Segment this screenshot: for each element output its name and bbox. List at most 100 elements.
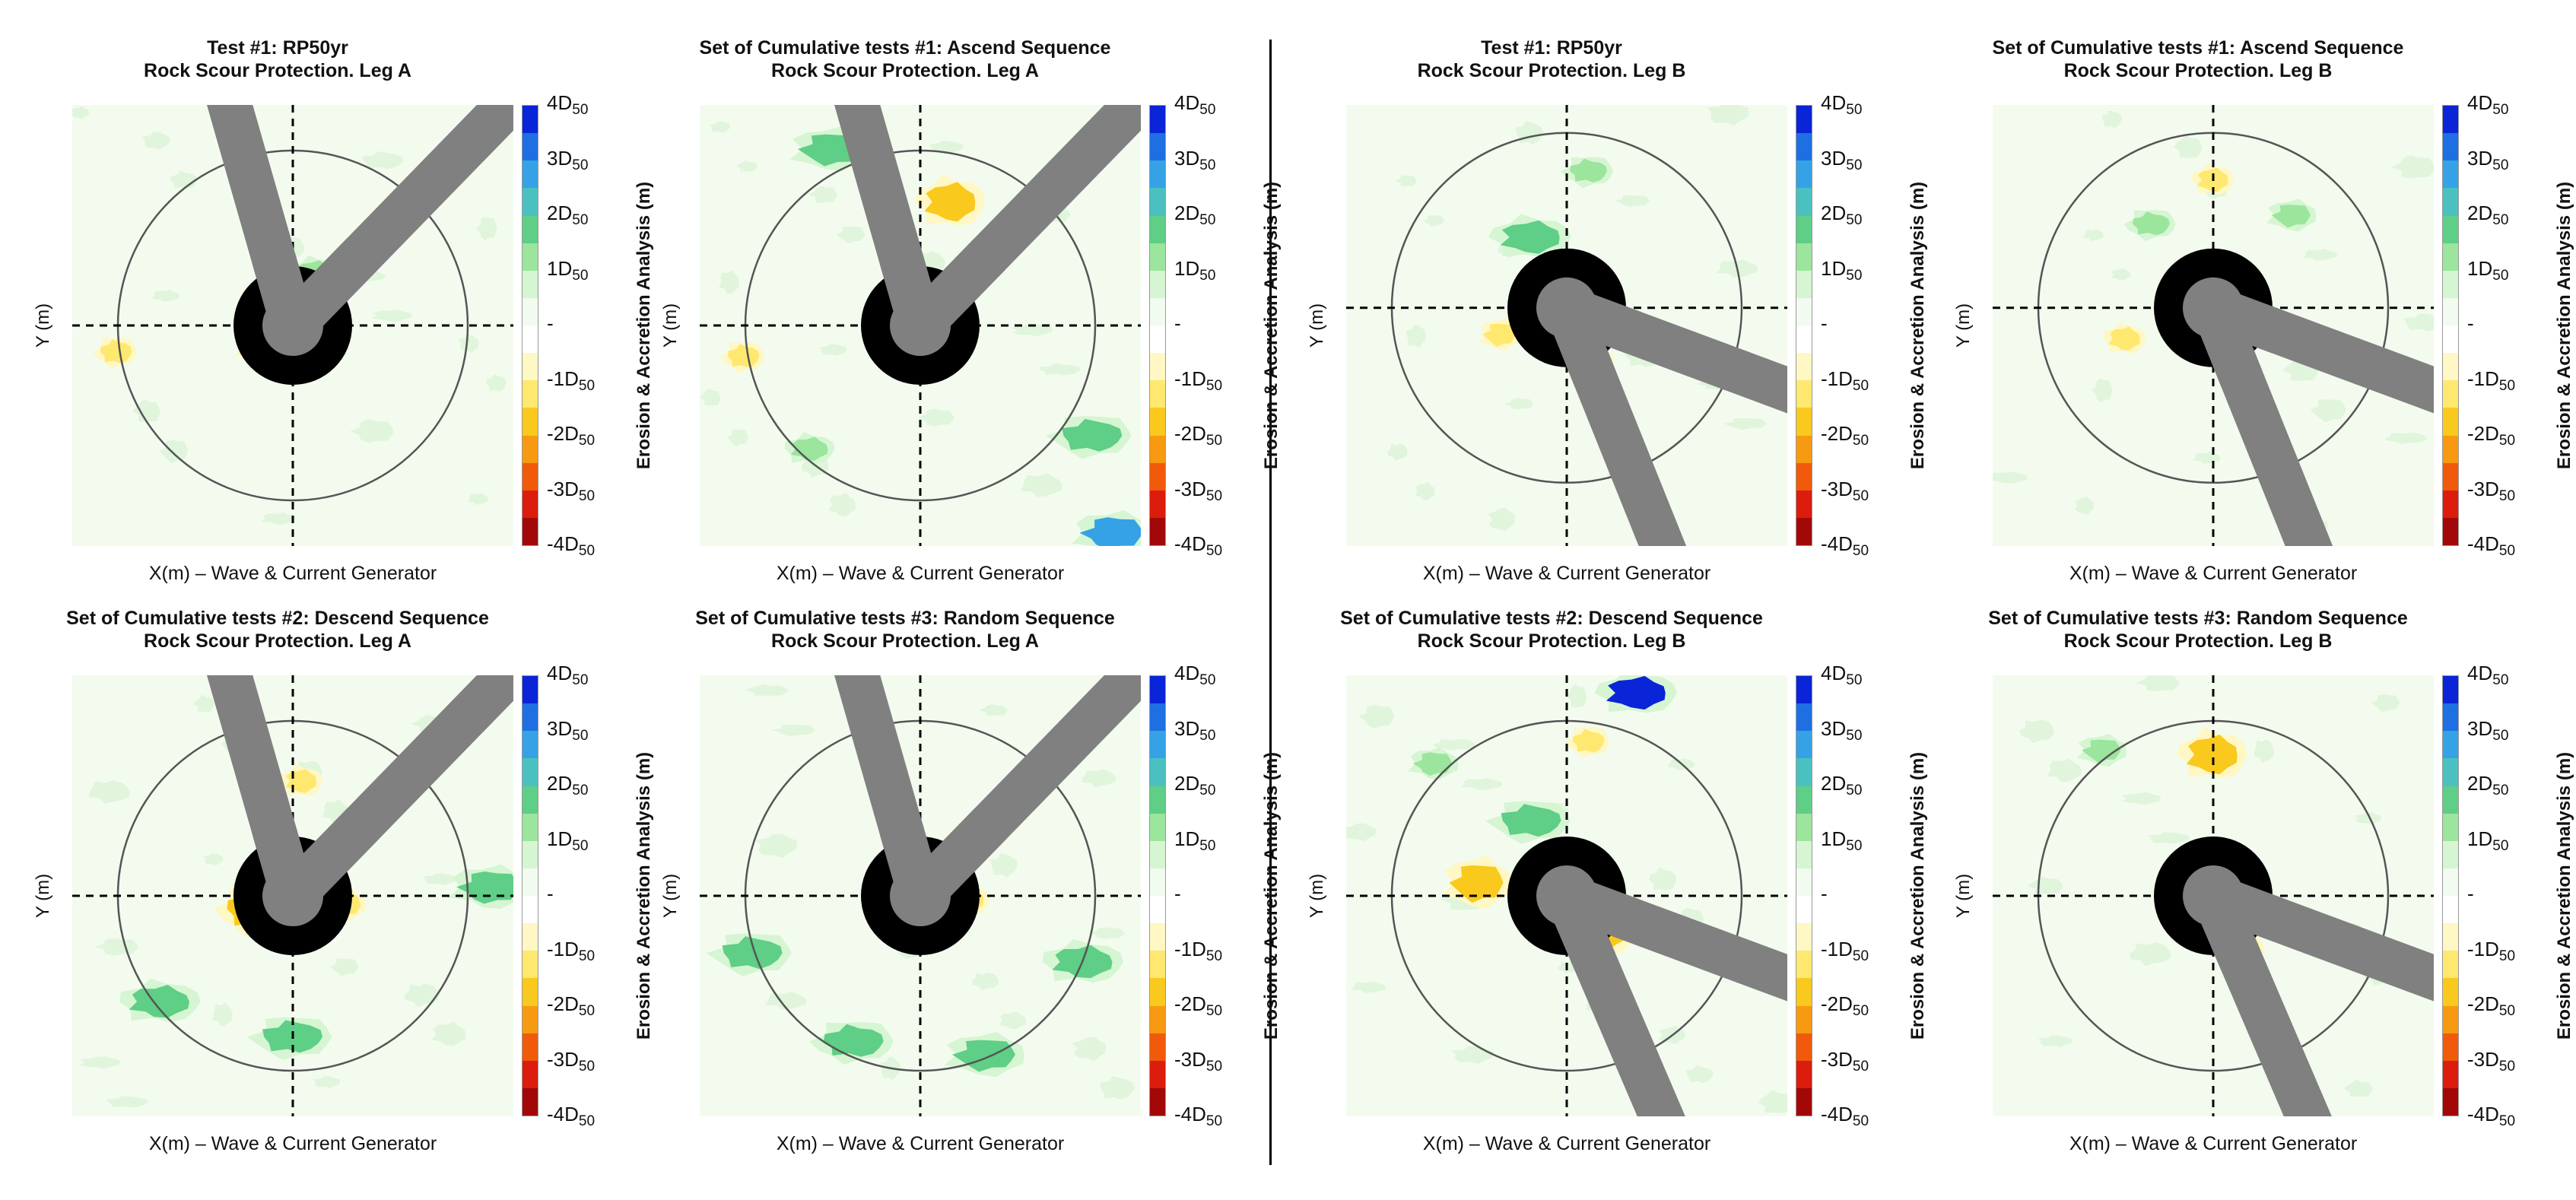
colorbar-segment (1796, 215, 1812, 243)
panel-title: Set of Cumulative tests #3: Random Seque… (1932, 607, 2464, 652)
panel-title-line1: Set of Cumulative tests #3: Random Seque… (695, 608, 1115, 629)
panel-leg-a-test1: Test #1: RP50yr Rock Scour Protection. Le… (11, 37, 654, 630)
colorbar-segment (1150, 703, 1165, 732)
background-speckle (475, 217, 497, 241)
plot-area (700, 105, 1141, 546)
colorbar-segment (523, 923, 538, 951)
background-speckle (2027, 876, 2063, 894)
colorbar-segment (2443, 703, 2458, 732)
background-speckle (459, 335, 479, 354)
colorbar-segment (1150, 978, 1165, 1006)
colorbar-segment (1150, 676, 1165, 704)
colorbar-segment (1150, 106, 1165, 134)
contour-map (72, 105, 513, 546)
colorbar-segment (1796, 1060, 1812, 1088)
colorbar-tick-label: 4D50 (1821, 91, 1863, 118)
x-axis-label: X(m) – Wave & Current Generator (2069, 1133, 2358, 1154)
colorbar-segment (1796, 1087, 1812, 1116)
accretion-patch (2082, 739, 2121, 763)
background-speckle (2391, 154, 2434, 179)
colorbar-tick-label: 2D50 (2467, 772, 2509, 798)
colorbar-tick-label: -3D50 (1174, 1047, 1223, 1075)
background-speckle (1423, 215, 1444, 227)
colorbar-segment (523, 353, 538, 381)
colorbar-segment (1796, 243, 1812, 271)
background-speckle (1757, 1090, 1787, 1113)
colorbar-segment (1796, 813, 1812, 841)
colorbar-segment (1150, 951, 1165, 979)
background-speckle (1039, 363, 1081, 376)
plot-area (72, 105, 513, 546)
background-speckle (1011, 324, 1053, 337)
colorbar-segment (523, 951, 538, 979)
contour-map (1346, 675, 1787, 1116)
background-speckle (1346, 823, 1377, 842)
background-speckle (468, 493, 488, 505)
background-speckle (203, 853, 224, 866)
background-speckle (1565, 684, 1587, 708)
colorbar-segment (1796, 490, 1812, 518)
colorbar-segment (1150, 758, 1165, 786)
background-speckle (1020, 473, 1062, 497)
colorbar-segment (1796, 188, 1812, 216)
background-speckle (1351, 981, 1386, 993)
background-speckle (78, 1056, 120, 1069)
colorbar-segment (1796, 923, 1812, 951)
background-speckle (422, 873, 458, 885)
accretion-patch (1079, 517, 1141, 546)
colorbar-segment (523, 408, 538, 436)
colorbar-segment (2443, 758, 2458, 786)
accretion-patch (823, 1024, 884, 1057)
background-speckle (2344, 1079, 2373, 1097)
y-axis-label: Y (m) (33, 873, 53, 919)
erosion-patch (100, 339, 132, 363)
colorbar-tick-label: -2D50 (547, 422, 596, 449)
colorbar-segment (1150, 215, 1165, 243)
colorbar-segment (1796, 435, 1812, 463)
colorbar-segment (523, 731, 538, 759)
colorbar-segment (2443, 353, 2458, 381)
background-speckle (917, 408, 954, 427)
colorbar-segment (1150, 297, 1165, 325)
background-speckle (313, 1076, 341, 1088)
contour-map (1993, 675, 2434, 1116)
colorbar-segment (523, 188, 538, 216)
colorbar-segment (2443, 435, 2458, 463)
colorbar-tick-label: -1D50 (1174, 937, 1223, 964)
background-speckle (261, 512, 296, 525)
background-speckle (1433, 738, 1475, 751)
erosion-patch (1449, 865, 1504, 903)
background-speckle (1406, 324, 1426, 348)
background-speckle (1100, 1075, 1135, 1100)
background-speckle (1072, 1037, 1107, 1062)
background-speckle (710, 121, 730, 133)
background-speckle (151, 290, 179, 302)
panel-title-line2: Rock Scour Protection. Leg B (1417, 630, 1686, 652)
colorbar-tick-label: 1D50 (1821, 827, 1863, 854)
colorbar-tick-label: - (1821, 882, 1828, 905)
panel-title-line2: Rock Scour Protection. Leg A (771, 60, 1039, 81)
colorbar-tick-label: 2D50 (547, 772, 589, 798)
background-speckle (1504, 398, 1534, 410)
background-speckle (88, 779, 130, 804)
colorbar-segment (2443, 1060, 2458, 1088)
accretion-patch (1412, 752, 1453, 776)
accretion-patch (1501, 804, 1561, 837)
colorbar-segment (1150, 1033, 1165, 1061)
panel-title: Set of Cumulative tests #3: Random Seque… (639, 607, 1171, 652)
panel-title: Set of Cumulative tests #2: Descend Sequ… (1285, 607, 1818, 652)
background-speckle (1648, 867, 1677, 891)
background-speckle (1395, 175, 1417, 187)
erosion-patch (924, 182, 976, 222)
colorbar-segment (2443, 380, 2458, 408)
background-speckle (350, 419, 395, 443)
colorbar (1796, 675, 1812, 1116)
colorbar-segment (523, 786, 538, 814)
background-speckle (362, 151, 404, 170)
background-speckle (1415, 481, 1435, 500)
panel-title-line2: Rock Scour Protection. Leg B (1417, 60, 1686, 81)
colorbar-segment (1796, 758, 1812, 786)
x-axis-label: X(m) – Wave & Current Generator (1422, 1133, 1711, 1154)
background-speckle (1460, 778, 1503, 790)
colorbar-segment (2443, 517, 2458, 545)
